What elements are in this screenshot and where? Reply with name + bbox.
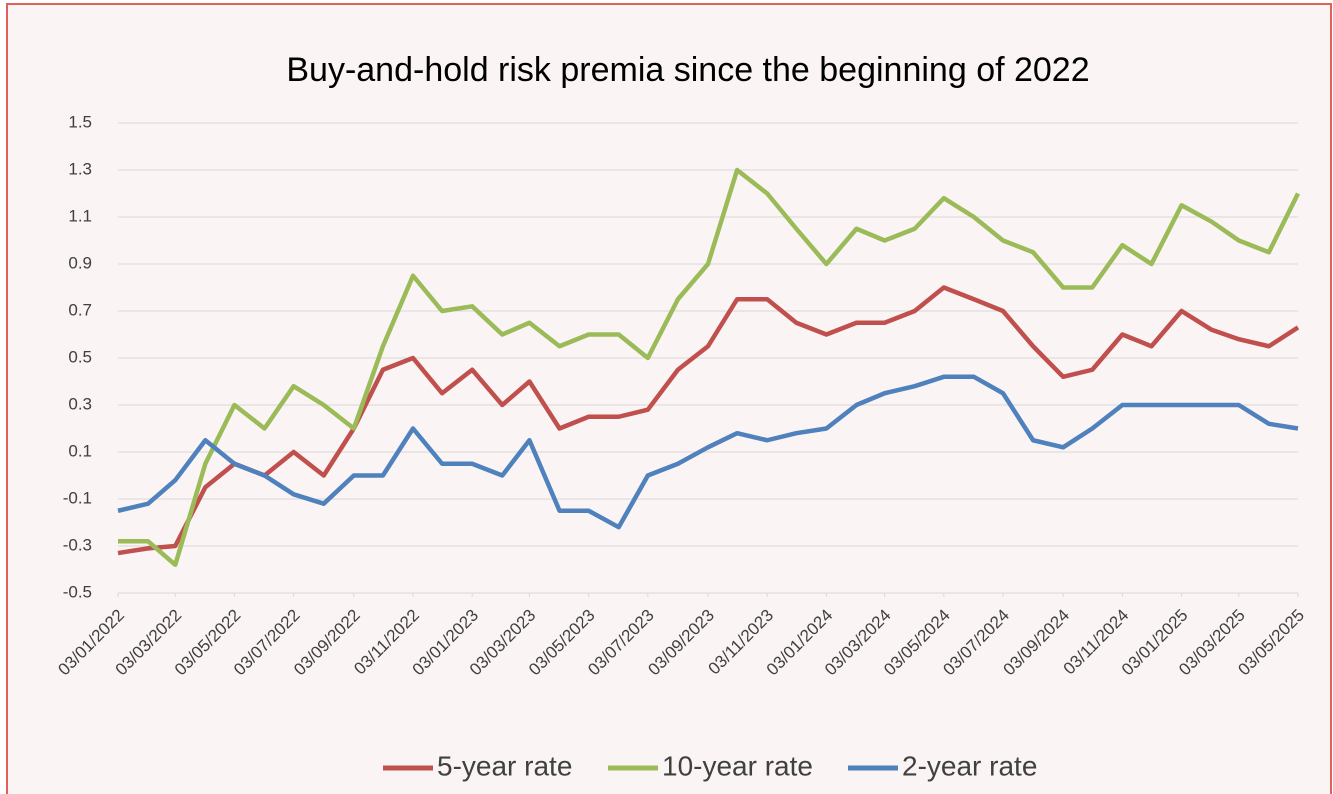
legend-label: 2-year rate: [902, 750, 1037, 781]
y-tick-label: 0.7: [68, 300, 92, 319]
y-tick-label: 1.1: [68, 206, 92, 225]
y-tick-label: 0.1: [68, 441, 92, 460]
y-tick-label: 0.5: [68, 347, 92, 366]
y-tick-label: 0.9: [68, 253, 92, 272]
y-tick-label: -0.1: [63, 488, 92, 507]
series-line: [117, 374, 1299, 530]
chart-title: Buy-and-hold risk premia since the begin…: [286, 51, 1089, 89]
chart-frame: [6, 3, 1332, 794]
y-tick-label: 0.3: [68, 394, 92, 413]
y-tick-label: 1.3: [68, 159, 92, 178]
legend-label: 5-year rate: [437, 750, 572, 781]
y-tick-label: 1.5: [68, 112, 92, 131]
series-line: [117, 285, 1300, 556]
legend-label: 10-year rate: [662, 750, 813, 781]
series-line: [118, 167, 1301, 568]
y-tick-label: -0.3: [63, 535, 92, 554]
y-tick-label: -0.5: [63, 582, 92, 601]
